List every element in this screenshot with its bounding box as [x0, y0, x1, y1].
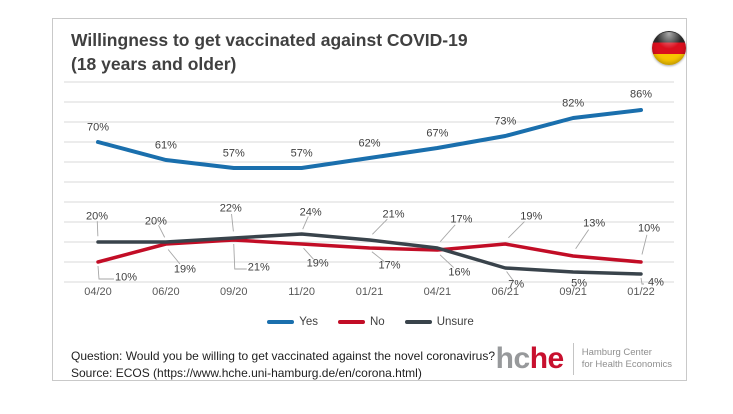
data-label-unsure: 20% [145, 216, 167, 228]
data-label-unsure: 5% [571, 278, 587, 290]
logo-org-name: Hamburg Center for Health Economics [582, 347, 672, 372]
label-leader-line [508, 221, 525, 239]
data-label-yes: 57% [223, 148, 245, 160]
label-leader-line [439, 254, 454, 268]
legend-label-no: No [369, 316, 385, 328]
source-text: Source: ECOS (https://www.hche.uni-hambu… [71, 366, 422, 380]
data-label-no: 19% [520, 211, 542, 223]
logo-hc: hc [495, 342, 531, 375]
x-axis-label: 06/21 [491, 286, 519, 298]
chart-legend: Yes No Unsure [53, 314, 688, 330]
series-line-yes [96, 108, 643, 170]
data-label-yes: 86% [630, 89, 652, 101]
data-label-unsure: 24% [300, 207, 322, 219]
data-label-yes: 62% [358, 138, 380, 150]
label-leader-line [96, 221, 99, 237]
data-label-unsure: 7% [508, 279, 524, 291]
data-label-no: 17% [378, 260, 400, 272]
label-leader-line [641, 234, 648, 255]
german-flag-icon [652, 31, 686, 65]
data-label-no: 19% [307, 258, 329, 270]
chart-title: Willingness to get vaccinated against CO… [71, 29, 631, 76]
line-chart: 70% 61% 57% 57% 62% 67% 73% 82% 86% 10% 19% 21% 19% 1… [64, 81, 674, 298]
logo-org-line1: Hamburg Center [581, 346, 652, 358]
chart-notes: Question: Would you be willing to get va… [71, 348, 511, 382]
x-axis-label: 11/20 [288, 286, 315, 298]
x-axis-label: 04/20 [84, 286, 112, 298]
data-label-no: 10% [115, 272, 137, 284]
label-leader-line [372, 218, 388, 235]
series-line-unsure [96, 232, 643, 276]
data-label-unsure: 17% [450, 214, 472, 226]
label-leader-line [303, 247, 314, 260]
label-leader-line [439, 224, 456, 242]
question-text: Question: Would you be willing to get va… [71, 349, 496, 363]
label-leader-line [97, 265, 114, 280]
x-axis-label: 01/22 [627, 286, 655, 298]
label-leader-line [233, 243, 247, 270]
data-label-no: 16% [448, 267, 470, 279]
legend-item-yes: Yes [267, 316, 318, 328]
data-label-yes: 82% [562, 98, 584, 110]
label-leader-line [231, 213, 234, 232]
legend-item-unsure: Unsure [404, 316, 474, 328]
data-label-unsure: 20% [86, 211, 108, 223]
data-label-yes: 61% [155, 140, 177, 152]
x-axis-label: 06/20 [152, 286, 180, 298]
label-leader-line [371, 251, 385, 262]
x-axis-label: 01/21 [356, 286, 384, 298]
data-label-no: 19% [174, 264, 196, 276]
label-leader-line [506, 271, 514, 282]
logo-he: he [529, 342, 565, 375]
x-axis-label: 04/21 [424, 286, 452, 298]
data-label-unsure: 21% [382, 209, 404, 221]
data-label-unsure: 4% [648, 277, 664, 289]
chart-title-line1: Willingness to get vaccinated against CO… [71, 30, 468, 50]
hche-logo: hche Hamburg Center for Health Economics [496, 343, 672, 375]
label-leader-line [575, 229, 590, 249]
label-leader-line [640, 277, 644, 285]
legend-label-yes: Yes [299, 316, 318, 328]
x-axis-label: 09/20 [220, 286, 248, 298]
label-leader-line [167, 249, 181, 265]
legend-swatch-unsure [404, 320, 432, 324]
data-label-yes: 73% [494, 116, 516, 128]
label-leader-line [302, 216, 309, 230]
data-label-yes: 67% [426, 128, 448, 140]
x-axis-label: 09/21 [559, 286, 587, 298]
data-label-unsure: 22% [220, 203, 242, 215]
logo-org-line2: for Health Economics [581, 359, 672, 370]
data-label-no: 21% [248, 262, 270, 274]
data-label-yes: 57% [291, 148, 313, 160]
legend-item-no: No [337, 316, 385, 328]
label-leader-line [158, 224, 166, 238]
chart-title-line2: (18 years and older) [71, 53, 237, 74]
series-line-no [96, 238, 643, 264]
legend-swatch-yes [267, 320, 295, 324]
legend-label-unsure: Unsure [436, 316, 474, 328]
hche-logo-word: hche [495, 342, 565, 375]
chart-card: Willingness to get vaccinated against CO… [52, 18, 687, 381]
data-label-no: 10% [638, 223, 660, 235]
data-label-yes: 70% [87, 122, 109, 134]
logo-divider [572, 343, 574, 375]
data-label-no: 13% [583, 218, 605, 230]
legend-swatch-no [337, 320, 365, 324]
